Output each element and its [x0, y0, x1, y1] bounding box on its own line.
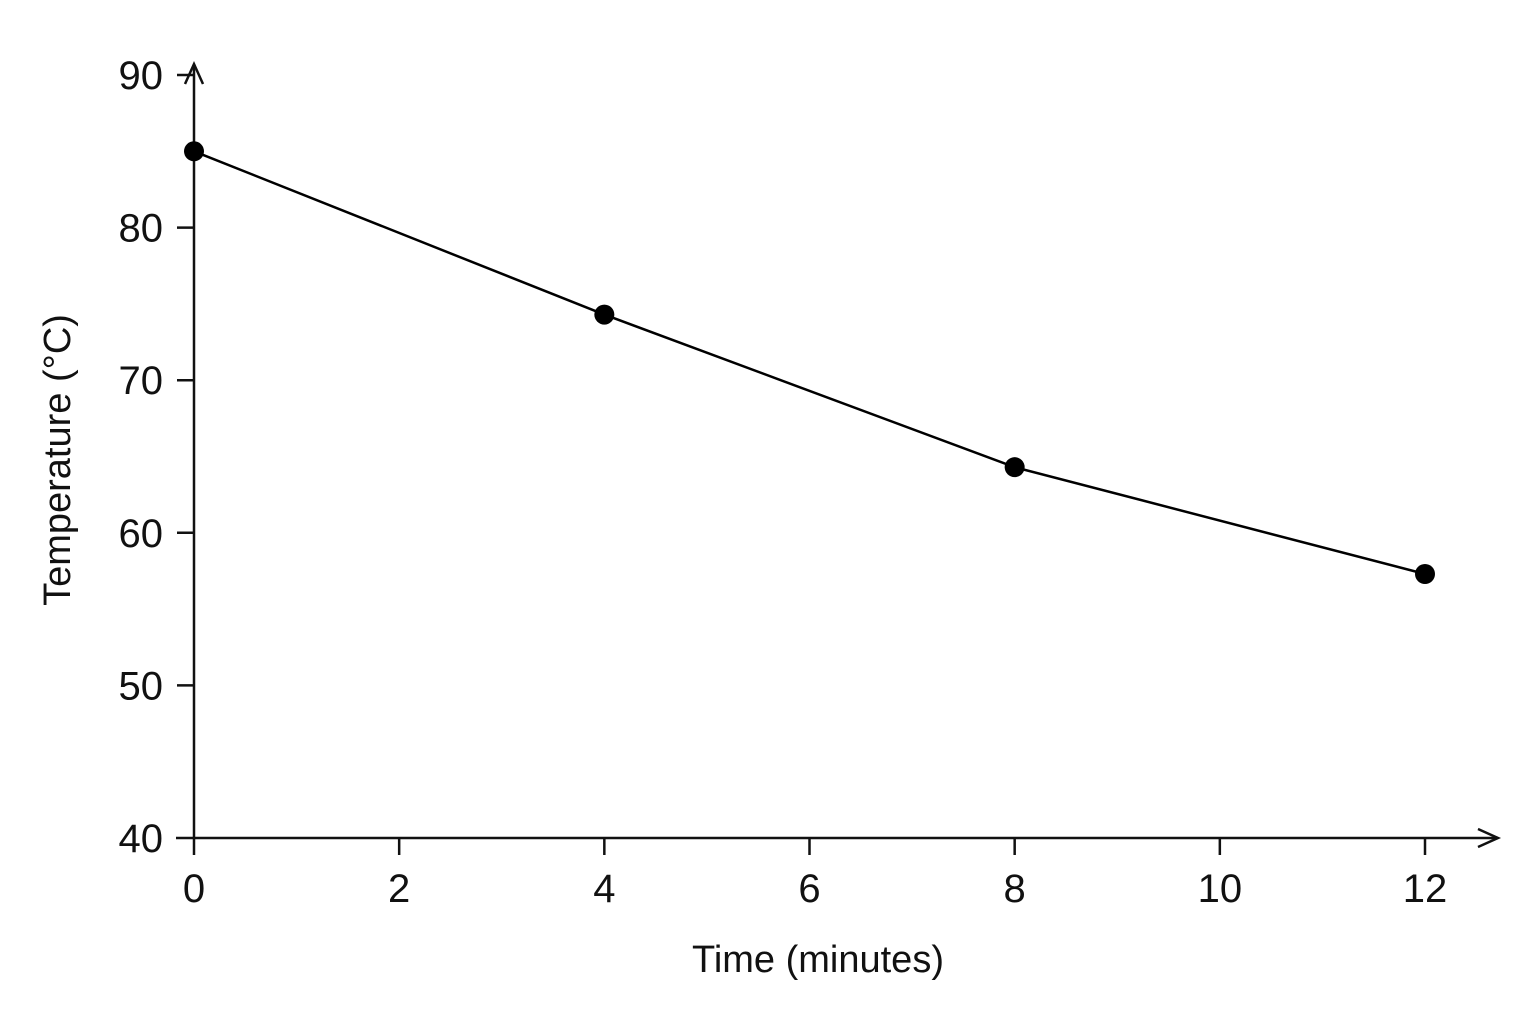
- y-tick-label: 40: [119, 817, 164, 861]
- x-tick-label: 12: [1403, 867, 1448, 911]
- data-point: [1004, 457, 1025, 478]
- x-tick-label: 6: [798, 867, 820, 911]
- y-tick-label: 80: [119, 207, 164, 251]
- y-tick-label: 60: [119, 512, 164, 556]
- y-tick-label: 90: [119, 54, 164, 98]
- series-layer: [184, 141, 1435, 585]
- x-axis-arrow: [1477, 827, 1502, 849]
- data-point: [1415, 564, 1435, 585]
- data-point: [594, 304, 615, 325]
- x-tick-label: 4: [593, 867, 615, 911]
- y-axis-label: Temperature (°C): [37, 314, 79, 606]
- x-ticks: 0 2 4 6 8 10 12: [183, 838, 1447, 911]
- y-ticks: 40 50 60 70 80 90: [119, 54, 194, 861]
- y-tick-label: 50: [119, 664, 164, 708]
- data-point: [184, 141, 204, 162]
- x-tick-label: 2: [388, 867, 410, 911]
- x-tick-label: 0: [183, 867, 205, 911]
- x-tick-label: 8: [1004, 867, 1026, 911]
- x-axis-label: Time (minutes): [692, 939, 944, 981]
- y-axis-arrow: [183, 60, 205, 85]
- series-line: [193, 150, 1426, 576]
- x-tick-label: 10: [1198, 867, 1243, 911]
- y-tick-label: 70: [119, 359, 164, 403]
